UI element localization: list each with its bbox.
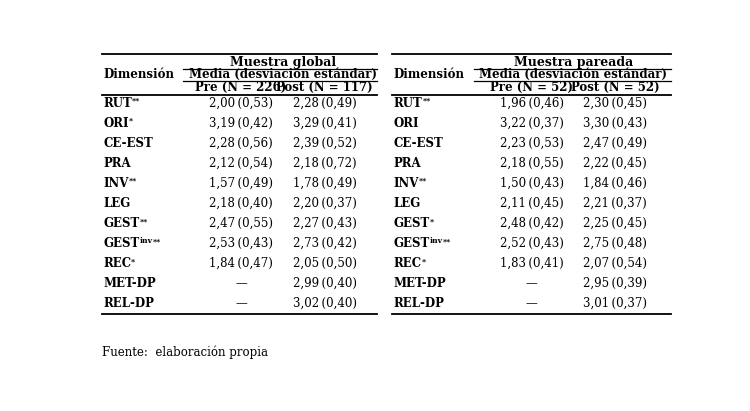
- Text: 2,28 (0,49): 2,28 (0,49): [292, 97, 356, 110]
- Text: 2,11 (0,45): 2,11 (0,45): [500, 197, 563, 210]
- Text: GEST: GEST: [394, 237, 430, 250]
- Text: —: —: [236, 277, 247, 290]
- Text: **: **: [152, 237, 160, 245]
- Text: 2,12 (0,54): 2,12 (0,54): [209, 157, 273, 170]
- Text: 3,22 (0,37): 3,22 (0,37): [500, 117, 563, 130]
- Text: 3,02 (0,40): 3,02 (0,40): [292, 297, 357, 310]
- Text: *: *: [128, 117, 133, 125]
- Text: 2,22 (0,45): 2,22 (0,45): [584, 157, 647, 170]
- Text: 2,95 (0,39): 2,95 (0,39): [584, 277, 647, 290]
- Text: inv: inv: [140, 237, 152, 245]
- Text: PRA: PRA: [394, 157, 422, 170]
- Text: *: *: [430, 217, 434, 225]
- Text: PRA: PRA: [103, 157, 130, 170]
- Text: 2,18 (0,72): 2,18 (0,72): [293, 157, 356, 170]
- Text: 2,99 (0,40): 2,99 (0,40): [292, 277, 357, 290]
- Text: 2,30 (0,45): 2,30 (0,45): [584, 97, 647, 110]
- Text: REC: REC: [103, 257, 131, 270]
- Text: GEST: GEST: [103, 237, 140, 250]
- Text: 1,84 (0,47): 1,84 (0,47): [209, 257, 273, 270]
- Text: 2,18 (0,40): 2,18 (0,40): [209, 197, 273, 210]
- Text: 2,73 (0,42): 2,73 (0,42): [292, 237, 357, 250]
- Text: 2,23 (0,53): 2,23 (0,53): [500, 137, 563, 150]
- Text: LEG: LEG: [394, 197, 421, 210]
- Text: ORI: ORI: [103, 117, 128, 130]
- Text: 2,21 (0,37): 2,21 (0,37): [584, 197, 647, 210]
- Text: ORI: ORI: [394, 117, 419, 130]
- Text: 2,05 (0,50): 2,05 (0,50): [292, 257, 357, 270]
- Text: 3,29 (0,41): 3,29 (0,41): [292, 117, 357, 130]
- Text: Fuente:  elaboración propia: Fuente: elaboración propia: [101, 345, 268, 359]
- Text: 2,07 (0,54): 2,07 (0,54): [584, 257, 647, 270]
- Text: 2,47 (0,49): 2,47 (0,49): [584, 137, 647, 150]
- Text: REC: REC: [394, 257, 422, 270]
- Text: Dimensión: Dimensión: [394, 68, 465, 81]
- Text: Media (desviación estándar): Media (desviación estándar): [479, 68, 668, 81]
- Text: INV: INV: [103, 177, 128, 190]
- Text: **: **: [422, 97, 430, 105]
- Text: 2,53 (0,43): 2,53 (0,43): [209, 237, 273, 250]
- Text: 1,50 (0,43): 1,50 (0,43): [500, 177, 564, 190]
- Text: Post (N = 52): Post (N = 52): [571, 81, 660, 94]
- Text: **: **: [443, 237, 452, 245]
- Text: Post (N = 117): Post (N = 117): [277, 81, 373, 94]
- Text: *: *: [131, 257, 135, 265]
- Text: REL-DP: REL-DP: [394, 297, 445, 310]
- Text: **: **: [419, 177, 428, 185]
- Text: Pre (N = 52): Pre (N = 52): [490, 81, 573, 94]
- Text: **: **: [132, 97, 140, 105]
- Text: 2,00 (0,53): 2,00 (0,53): [209, 97, 273, 110]
- Text: LEG: LEG: [103, 197, 130, 210]
- Text: Muestra global: Muestra global: [230, 56, 336, 69]
- Text: 2,48 (0,42): 2,48 (0,42): [500, 217, 563, 230]
- Text: 2,25 (0,45): 2,25 (0,45): [584, 217, 647, 230]
- Text: 2,20 (0,37): 2,20 (0,37): [292, 197, 357, 210]
- Text: 1,57 (0,49): 1,57 (0,49): [209, 177, 273, 190]
- Text: MET-DP: MET-DP: [103, 277, 156, 290]
- Text: 2,47 (0,55): 2,47 (0,55): [209, 217, 273, 230]
- Text: GEST: GEST: [394, 217, 430, 230]
- Text: 3,19 (0,42): 3,19 (0,42): [209, 117, 273, 130]
- Text: 2,18 (0,55): 2,18 (0,55): [500, 157, 563, 170]
- Text: 2,27 (0,43): 2,27 (0,43): [292, 217, 357, 230]
- Text: 2,75 (0,48): 2,75 (0,48): [584, 237, 647, 250]
- Text: **: **: [128, 177, 136, 185]
- Text: Dimensión: Dimensión: [103, 68, 174, 81]
- Text: CE-EST: CE-EST: [103, 137, 153, 150]
- Text: RUT: RUT: [103, 97, 132, 110]
- Text: —: —: [526, 277, 538, 290]
- Text: Pre (N = 226): Pre (N = 226): [195, 81, 286, 94]
- Text: REL-DP: REL-DP: [103, 297, 154, 310]
- Text: INV: INV: [394, 177, 419, 190]
- Text: 1,83 (0,41): 1,83 (0,41): [500, 257, 563, 270]
- Text: 2,28 (0,56): 2,28 (0,56): [209, 137, 273, 150]
- Text: RUT: RUT: [394, 97, 422, 110]
- Text: —: —: [526, 297, 538, 310]
- Text: 1,84 (0,46): 1,84 (0,46): [584, 177, 647, 190]
- Text: MET-DP: MET-DP: [394, 277, 446, 290]
- Text: 1,78 (0,49): 1,78 (0,49): [292, 177, 357, 190]
- Text: *: *: [422, 257, 426, 265]
- Text: 2,39 (0,52): 2,39 (0,52): [292, 137, 357, 150]
- Text: 3,30 (0,43): 3,30 (0,43): [584, 117, 647, 130]
- Text: 1,96 (0,46): 1,96 (0,46): [500, 97, 564, 110]
- Text: 2,52 (0,43): 2,52 (0,43): [500, 237, 563, 250]
- Text: 3,01 (0,37): 3,01 (0,37): [584, 297, 647, 310]
- Text: GEST: GEST: [103, 217, 140, 230]
- Text: —: —: [236, 297, 247, 310]
- Text: inv: inv: [430, 237, 443, 245]
- Text: Muestra pareada: Muestra pareada: [514, 56, 633, 69]
- Text: **: **: [140, 217, 148, 225]
- Text: Media (desviación estándar): Media (desviación estándar): [189, 68, 376, 81]
- Text: CE-EST: CE-EST: [394, 137, 443, 150]
